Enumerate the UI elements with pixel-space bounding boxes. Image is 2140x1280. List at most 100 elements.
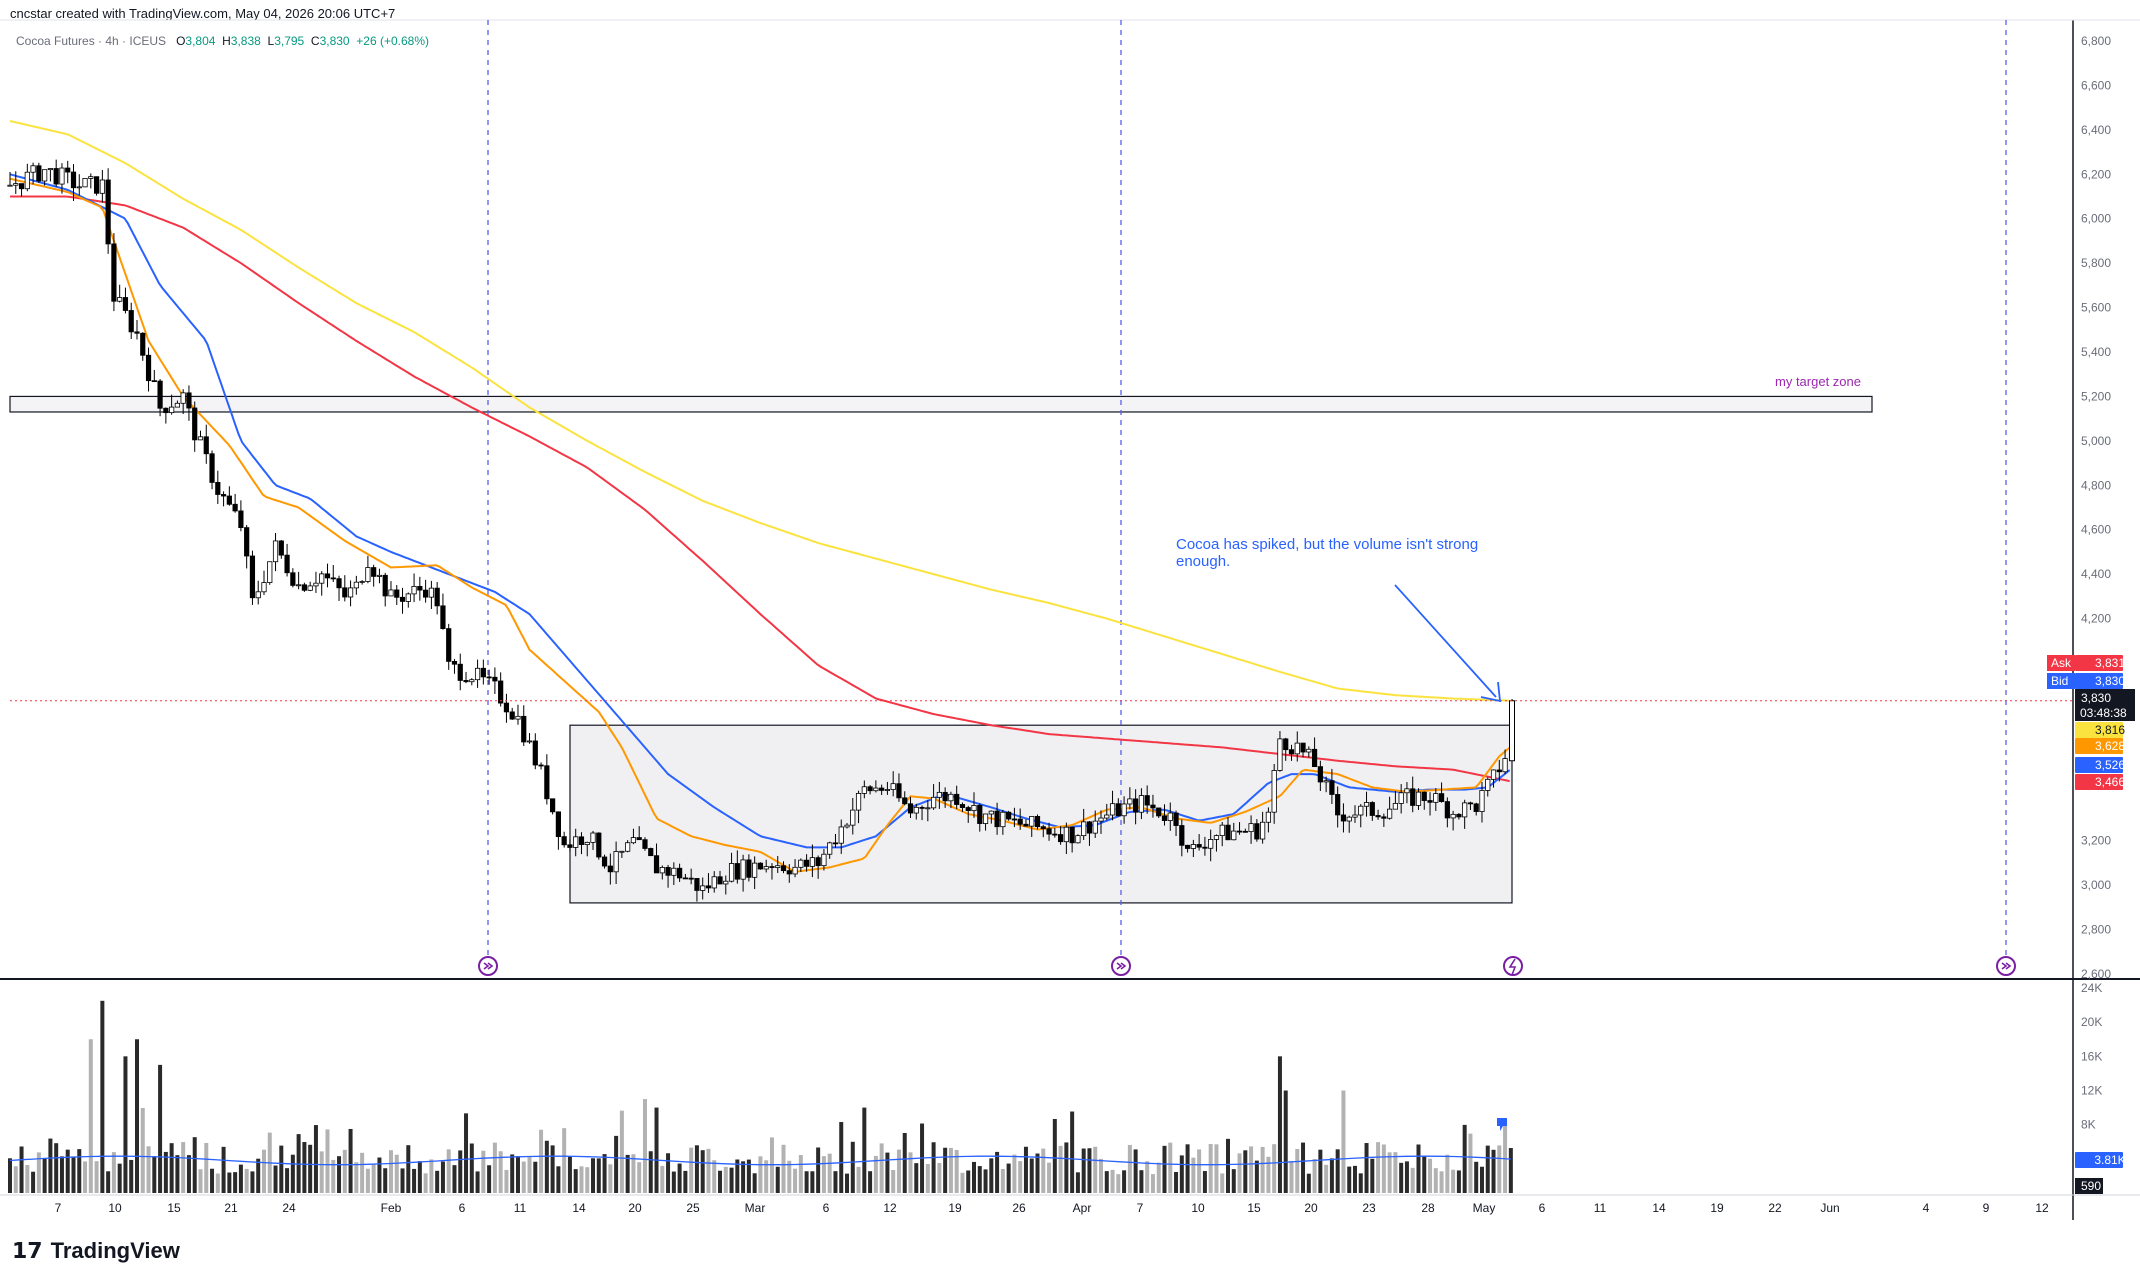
volume-pane <box>8 1000 1513 1193</box>
candle <box>855 793 862 811</box>
candle <box>428 587 434 598</box>
y-tick-label: 4,600 <box>2081 523 2111 537</box>
volume-bar <box>233 1172 238 1193</box>
volume-bar <box>221 1146 226 1193</box>
candle <box>740 859 746 880</box>
candle <box>59 167 65 185</box>
candle <box>70 171 77 189</box>
candle <box>711 876 717 889</box>
candle <box>457 663 463 681</box>
volume-bar <box>1023 1146 1028 1193</box>
candle <box>36 165 42 182</box>
candle <box>365 567 371 582</box>
volume-bar <box>1503 1119 1508 1193</box>
candle <box>1306 748 1312 753</box>
candle <box>53 168 59 185</box>
candle <box>1011 818 1018 821</box>
close-value: 3,830 <box>319 34 350 48</box>
volume-tick-label: 12K <box>2081 1084 2102 1098</box>
volume-bar <box>36 1152 41 1193</box>
candle <box>13 183 19 186</box>
candle <box>567 844 573 848</box>
volume-bar <box>1479 1166 1484 1193</box>
candle <box>301 584 307 591</box>
candle <box>1467 802 1474 805</box>
candle <box>267 561 273 583</box>
moving-average-line <box>9 173 1511 849</box>
volume-bar <box>1272 1144 1277 1193</box>
volume-bar <box>1133 1149 1138 1193</box>
x-tick-label: 19 <box>1710 1201 1724 1215</box>
volume-bar <box>1266 1156 1271 1193</box>
candle <box>884 789 891 791</box>
x-tick-label: 23 <box>1362 1201 1376 1215</box>
candle <box>186 392 192 409</box>
ema-red-value: 3,466 <box>2095 775 2125 789</box>
volume-bar <box>758 1156 763 1193</box>
y-tick-label: 6,000 <box>2081 212 2111 226</box>
candle <box>1081 821 1087 837</box>
candle <box>76 186 82 189</box>
volume-bar <box>1335 1149 1340 1193</box>
candle <box>798 859 804 868</box>
candle <box>417 586 423 591</box>
volume-bar <box>492 1142 497 1193</box>
volume-warning-icon <box>1497 1118 1507 1131</box>
volume-bar <box>146 1146 151 1193</box>
candle <box>971 805 977 812</box>
candle <box>1075 835 1081 844</box>
volume-bar <box>1156 1162 1161 1193</box>
volume-bar <box>8 1158 12 1193</box>
candle <box>861 786 867 794</box>
volume-bar <box>1243 1150 1248 1193</box>
x-tick-label: 9 <box>1983 1201 1990 1215</box>
volume-bar <box>729 1167 734 1193</box>
candle <box>451 660 458 665</box>
candle <box>907 803 914 814</box>
x-tick-label: 24 <box>282 1201 296 1215</box>
symbol-name[interactable]: Cocoa Futures · 4h · ICEUS <box>16 34 167 48</box>
tradingview-brand[interactable]: 𝟭𝟳 TradingView <box>12 1238 180 1264</box>
candle <box>1490 769 1497 780</box>
volume-ma-line <box>9 1155 1511 1166</box>
y-tick-label: 6,800 <box>2081 34 2111 48</box>
candle <box>815 857 821 867</box>
volume-bar <box>567 1156 572 1193</box>
arrow-head-icon <box>1480 681 1502 703</box>
candle <box>226 495 232 505</box>
candle <box>1254 823 1260 840</box>
volume-bar <box>816 1147 821 1193</box>
volume-bar <box>1404 1161 1409 1193</box>
volume-bar <box>995 1151 1000 1193</box>
candle <box>93 176 100 194</box>
candle <box>1340 814 1347 822</box>
candle <box>215 482 221 495</box>
candle <box>463 680 469 683</box>
volume-bar <box>1098 1158 1103 1193</box>
volume-bar <box>1358 1173 1363 1193</box>
candle <box>1173 812 1179 826</box>
candle <box>625 842 631 852</box>
volume-bar <box>718 1170 723 1193</box>
candle <box>382 574 388 597</box>
moving-average-line <box>9 177 1511 873</box>
open-label: O <box>176 34 186 48</box>
candle <box>65 167 71 173</box>
volume-bar <box>1047 1162 1052 1193</box>
volume-bar <box>625 1154 630 1193</box>
candle <box>140 332 146 356</box>
candle <box>192 407 198 441</box>
volume-bar <box>550 1145 555 1193</box>
candle <box>1115 803 1121 817</box>
volume-bar <box>290 1154 295 1193</box>
symbol-legend: Cocoa Futures · 4h · ICEUS O3,804 H3,838… <box>16 34 429 48</box>
volume-bar <box>337 1156 342 1193</box>
candle <box>1387 808 1393 819</box>
candle <box>584 841 590 845</box>
candle <box>151 380 157 383</box>
last-candle <box>1509 700 1515 762</box>
volume-bar <box>1277 1056 1282 1193</box>
volume-bar <box>54 1143 59 1193</box>
y-tick-label: 3,000 <box>2081 878 2111 892</box>
